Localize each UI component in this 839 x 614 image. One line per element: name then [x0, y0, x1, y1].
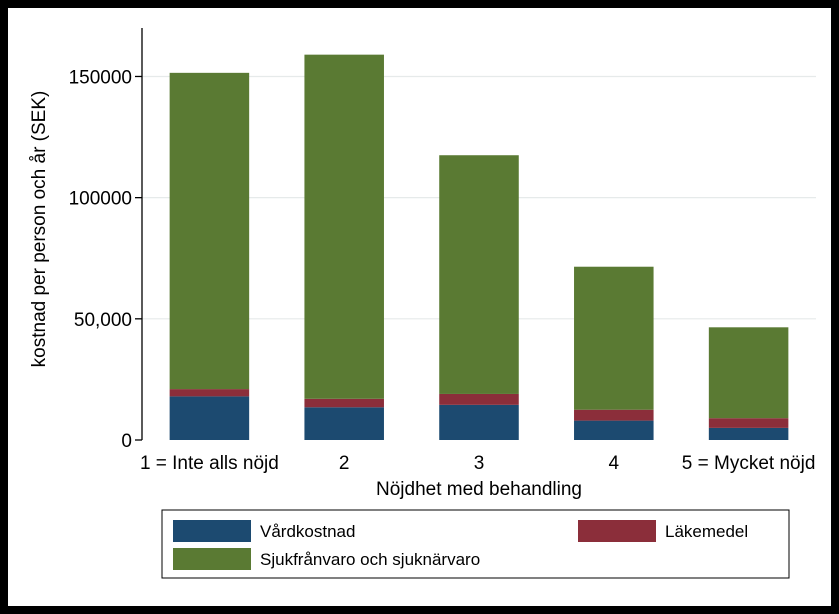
y-tick-label: 100000: [69, 189, 132, 210]
y-tick-label: 50,000: [74, 310, 132, 331]
bar-vardkostnad-4: [574, 420, 654, 440]
chart-frame: 0 50,000 100000 150000 1 = Inte alls nöjd 2 3…: [8, 8, 831, 606]
bar-vardkostnad-2: [304, 407, 384, 440]
x-axis-title: Nöjdhet med behandling: [376, 479, 582, 500]
legend: Vårdkostnad Läkemedel Sjukfrånvaro och sju…: [161, 509, 790, 579]
legend-label-sjukfranvaro-och-sjuknarvaro: Sjukfrånvaro och sjuknärvaro: [260, 550, 480, 569]
x-tick-label: 1 = Inte alls nöjd: [140, 453, 279, 474]
bar-lakemedel-5: [708, 418, 789, 428]
y-tick-labels: 0 50,000 100000 150000: [69, 67, 132, 452]
y-tick-label: 150000: [69, 67, 132, 88]
bar-vardkostnad-3: [439, 404, 519, 440]
legend-key-lakemedel: [578, 520, 656, 542]
bar-sjukfranvaro-och-sjuknarvaro-4: [574, 266, 654, 410]
x-tick-label: 3: [474, 453, 485, 474]
bar-lakemedel-4: [574, 409, 654, 421]
legend-label-lakemedel: Läkemedel: [665, 522, 748, 541]
bar-sjukfranvaro-och-sjuknarvaro-1: [169, 72, 250, 390]
y-tick-label: 0: [121, 431, 132, 452]
legend-key-vardkostnad: [173, 520, 251, 542]
stacked-bar-chart: 0 50,000 100000 150000 1 = Inte alls nöjd 2 3…: [29, 28, 816, 579]
legend-key-sjukfranvaro-och-sjuknarvaro: [173, 548, 251, 570]
axes: [135, 28, 143, 441]
x-tick-label: 5 = Mycket nöjd: [682, 453, 816, 474]
bar-lakemedel-1: [169, 389, 250, 397]
bar-sjukfranvaro-och-sjuknarvaro-2: [304, 54, 384, 399]
bar-lakemedel-3: [439, 393, 519, 405]
bar-vardkostnad-1: [169, 396, 250, 440]
x-tick-label: 4: [609, 453, 620, 474]
legend-box: [161, 509, 790, 579]
x-tick-labels: 1 = Inte alls nöjd 2 3 4 5 = Mycket nöjd: [140, 453, 815, 474]
y-axis-title: kostnad per person och år (SEK): [29, 91, 50, 368]
bar-lakemedel-2: [304, 398, 384, 408]
bars: [169, 54, 789, 440]
bar-vardkostnad-5: [708, 427, 789, 440]
bar-sjukfranvaro-och-sjuknarvaro-3: [439, 155, 519, 394]
x-tick-label: 2: [339, 453, 350, 474]
bar-sjukfranvaro-och-sjuknarvaro-5: [708, 327, 789, 419]
legend-label-vardkostnad: Vårdkostnad: [260, 522, 355, 541]
